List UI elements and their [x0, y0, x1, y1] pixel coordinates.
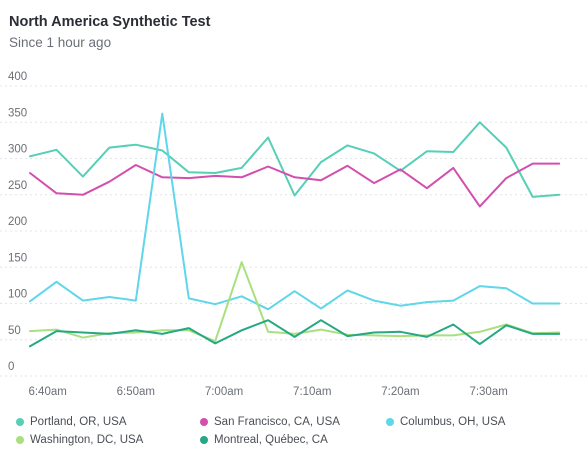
y-tick-label: 400 — [8, 71, 27, 83]
series-line — [29, 112, 561, 311]
series-line — [29, 319, 561, 348]
y-tick-label: 300 — [8, 144, 27, 156]
y-tick-label: 250 — [8, 180, 27, 192]
x-tick-label: 6:40am — [28, 386, 66, 398]
x-tick-label: 7:10am — [293, 386, 331, 398]
y-tick-label: 100 — [8, 289, 27, 301]
y-tick-label: 350 — [8, 107, 27, 119]
y-tick-label: 50 — [8, 325, 21, 337]
x-tick-label: 7:30am — [469, 386, 507, 398]
chart-title: North America Synthetic Test — [9, 14, 211, 30]
series-line — [29, 121, 561, 198]
y-tick-label: 0 — [8, 361, 14, 373]
y-tick-label: 200 — [8, 216, 27, 228]
x-tick-label: 6:50am — [117, 386, 155, 398]
x-tick-label: 7:20am — [381, 386, 419, 398]
series-line — [29, 162, 561, 208]
x-tick-label: 7:00am — [205, 386, 243, 398]
series-line — [29, 261, 561, 343]
chart-subtitle: Since 1 hour ago — [9, 35, 112, 50]
y-tick-label: 150 — [8, 252, 27, 264]
